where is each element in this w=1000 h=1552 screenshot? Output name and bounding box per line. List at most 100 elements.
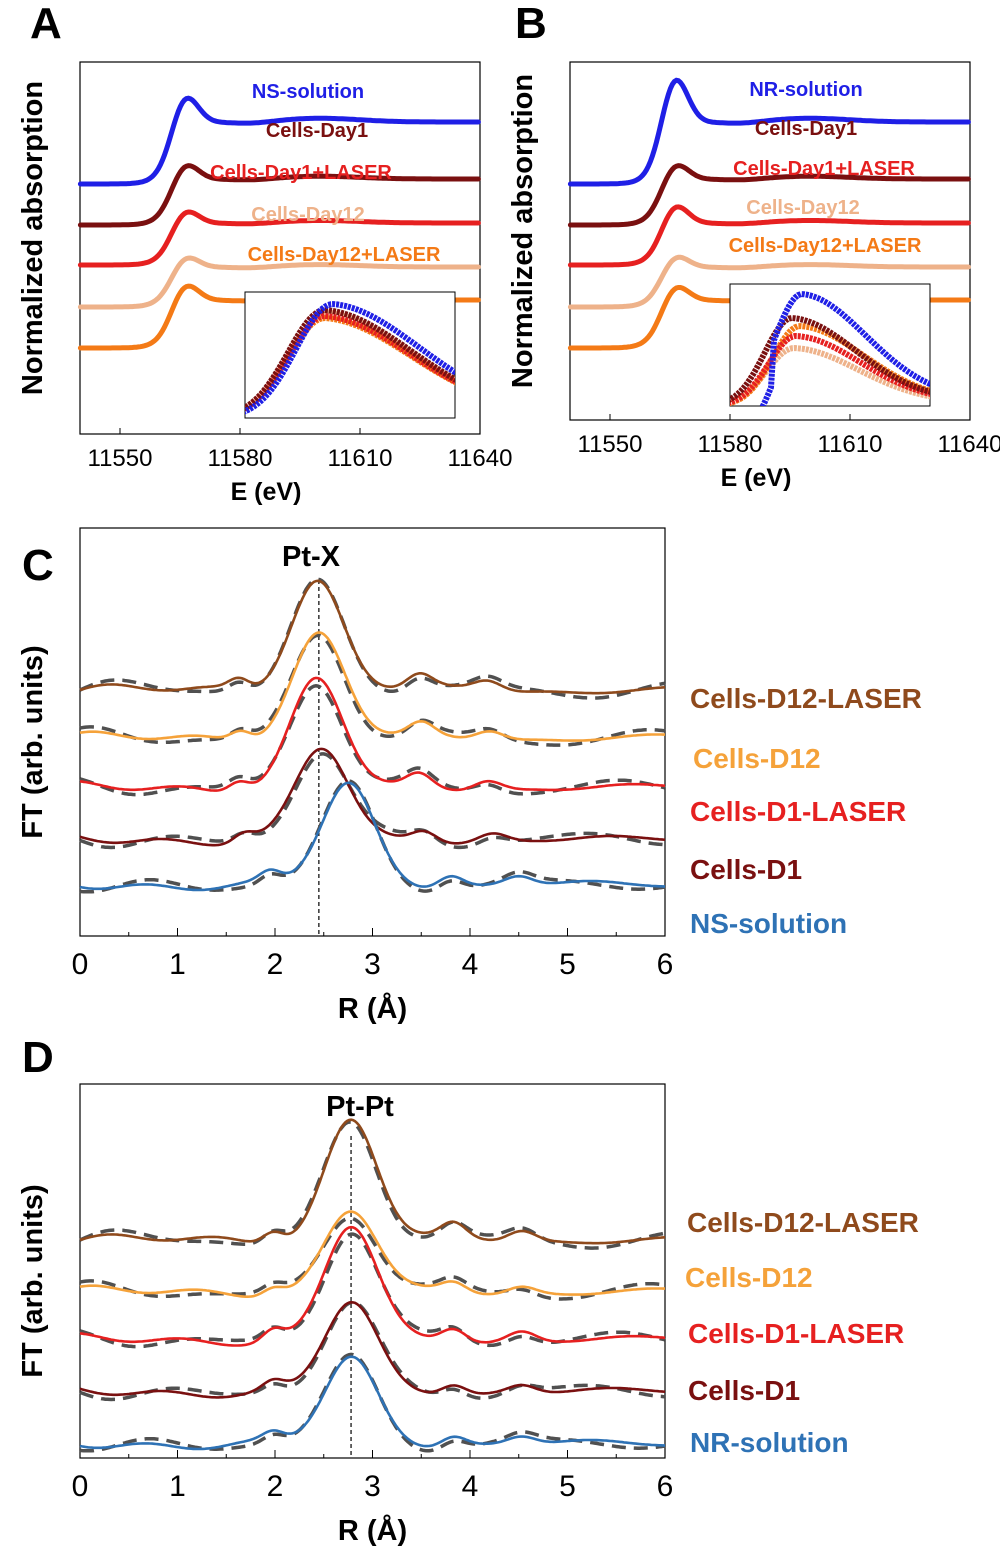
panel-C: C 0 1 2 3 4 5 6 R (Å) FT (arb. units) Pt-X Cells-D1… xyxy=(17,527,922,1025)
inset-series-Cells-Day1+LASER xyxy=(245,312,455,412)
x-tick-label: 11580 xyxy=(208,445,273,472)
plot-frame xyxy=(79,61,481,435)
x-tick-label: 11550 xyxy=(88,445,153,472)
series-line-Cells-D1-LASER xyxy=(79,1225,666,1347)
series-label: Cells-D12 xyxy=(685,1262,813,1293)
series-label: Cells-D12-LASER xyxy=(690,683,922,714)
series-label: Cells-Day1+LASER xyxy=(210,162,392,184)
series-label: Cells-D12-LASER xyxy=(687,1207,919,1238)
chart-title: Pt-X xyxy=(282,541,341,573)
inset-series-Cells-Day1 xyxy=(245,306,455,412)
inset-series-Cells-Day1+LASER xyxy=(730,332,930,406)
series-line-NS-solution xyxy=(79,781,665,892)
x-tick-label: 3 xyxy=(364,1470,381,1503)
series-label: Cells-Day12 xyxy=(251,204,364,226)
series-label: Cells-Day1+LASER xyxy=(733,158,915,180)
fit-line-NR-solution xyxy=(79,1352,666,1453)
x-tick-label: 0 xyxy=(72,1470,89,1503)
x-tick-label: 1 xyxy=(169,1470,186,1503)
x-tick-label: 3 xyxy=(364,948,381,981)
x-tick-label: 11640 xyxy=(938,431,1000,458)
series-line-Cells-Day1+LASER xyxy=(567,204,971,268)
inset-frame xyxy=(244,291,456,419)
panel-letter-C: C xyxy=(22,541,54,590)
fit-line-Cells-D12-LASER xyxy=(79,1120,666,1250)
series-label: Cells-Day1 xyxy=(266,120,368,142)
x-tick-label: 11640 xyxy=(448,445,513,472)
series-label: NS-solution xyxy=(690,908,847,939)
y-axis-label: FT (arb. units) xyxy=(17,1184,49,1377)
series-label: Cells-Day12 xyxy=(746,197,859,219)
x-tick-label: 2 xyxy=(267,948,284,981)
chart-title: Pt-Pt xyxy=(326,1091,394,1123)
series-label: Cells-D1-LASER xyxy=(688,1318,904,1349)
series-label: Cells-Day1 xyxy=(755,118,857,140)
x-tick-label: 11580 xyxy=(698,431,763,458)
series-label: Cells-Day12+LASER xyxy=(248,244,441,266)
series-label: NS-solution xyxy=(252,81,364,103)
panel-letter-A: A xyxy=(30,0,62,48)
panel-A: A 11550 11580 11610 11640 E (eV) Normalized ab… xyxy=(17,0,512,506)
series-line-Cells-Day1+LASER xyxy=(77,209,481,268)
series-label: Cells-D12 xyxy=(693,743,821,774)
series-line-Cells-D1-LASER xyxy=(79,676,666,792)
x-tick-label: 6 xyxy=(657,1470,674,1503)
y-axis-label: FT (arb. units) xyxy=(17,645,49,838)
series-line-Cells-Day1 xyxy=(567,163,971,228)
x-tick-label: 4 xyxy=(462,1470,479,1503)
inset-plot xyxy=(730,291,930,406)
y-axis-label: Normalized absorption xyxy=(17,81,49,395)
x-tick-label: 5 xyxy=(559,948,576,981)
plot-frame xyxy=(79,1083,666,1459)
panel-letter-D: D xyxy=(22,1033,54,1082)
fit-line-Cells-D12 xyxy=(79,633,666,747)
panel-D: D 0 1 2 3 4 5 6 R (Å) FT (arb. units) Pt-Pt Cells-D… xyxy=(17,1033,919,1547)
series-line-Cells-Day12 xyxy=(567,254,971,310)
series-line-Cells-D12 xyxy=(79,631,665,742)
x-tick-label: 5 xyxy=(559,1470,576,1503)
series-line-NR-solution xyxy=(567,77,971,187)
x-axis-label: R (Å) xyxy=(338,1514,407,1547)
plot-frame xyxy=(79,527,666,937)
y-axis-label: Normalized absorption xyxy=(507,74,539,388)
series-label: Cells-D1-LASER xyxy=(690,796,906,827)
series-line-Cells-D12-LASER xyxy=(79,579,666,695)
series-line-Cells-D1 xyxy=(79,747,666,847)
x-axis-label: E (eV) xyxy=(231,478,302,506)
x-tick-label: 0 xyxy=(72,948,89,981)
x-tick-label: 11550 xyxy=(578,431,643,458)
series-line-Cells-D12 xyxy=(79,1210,665,1298)
panel-B: B 11550 11580 11610 11640 E (eV) Normalized ab… xyxy=(507,0,1000,492)
series-line-Cells-Day12 xyxy=(77,255,481,310)
x-tick-label: 11610 xyxy=(328,445,393,472)
fit-line-Cells-D12 xyxy=(79,1216,666,1301)
inset-series-Cells-Day12 xyxy=(730,344,930,406)
x-tick-label: 4 xyxy=(462,948,479,981)
inset-plot xyxy=(245,301,455,415)
x-axis-label: R (Å) xyxy=(338,992,407,1025)
series-label: NR-solution xyxy=(749,79,862,101)
series-line-NR-solution xyxy=(79,1355,665,1451)
series-line-Cells-D1 xyxy=(79,1300,666,1399)
plot-frame xyxy=(569,61,971,421)
series-line-Cells-D12-LASER xyxy=(79,1118,666,1245)
inset-series-NS-solution xyxy=(245,301,455,415)
series-label: NR-solution xyxy=(690,1427,849,1458)
inset-series-NR-solution xyxy=(759,291,930,406)
series-label: Cells-Day12+LASER xyxy=(729,235,922,257)
series-label: Cells-D1 xyxy=(688,1375,800,1406)
series-line-NS-solution xyxy=(77,95,481,187)
series-label: Cells-D1 xyxy=(690,854,802,885)
fit-line-Cells-D1 xyxy=(79,752,666,850)
series-line-Cells-Day1 xyxy=(77,163,481,228)
fit-line-Cells-D1 xyxy=(79,1300,666,1402)
inset-series-Cells-Day1 xyxy=(730,314,930,403)
fit-line-Cells-D1-LASER xyxy=(79,1232,666,1349)
x-tick-label: 6 xyxy=(657,948,674,981)
x-tick-label: 2 xyxy=(267,1470,284,1503)
x-tick-label: 11610 xyxy=(818,431,883,458)
panel-letter-B: B xyxy=(515,0,547,48)
x-axis-label: E (eV) xyxy=(721,464,792,492)
x-tick-label: 1 xyxy=(169,948,186,981)
